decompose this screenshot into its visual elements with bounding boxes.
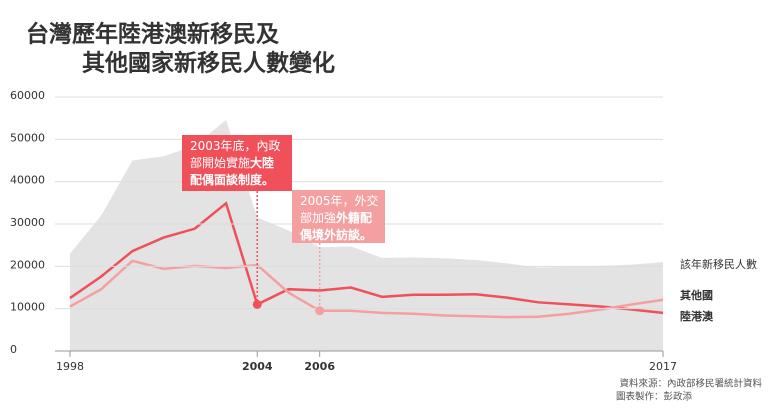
x-tick-label: 2004 <box>242 360 273 373</box>
annotation-segment: 部加強 <box>300 210 336 225</box>
chart-title: 台灣歷年陸港澳新移民及 <box>26 21 279 48</box>
x-tick-label: 2006 <box>304 360 335 373</box>
x-tick-label: 1998 <box>56 360 84 373</box>
annotation-text: 部加強外籍配 <box>300 210 372 225</box>
x-tick-label: 2017 <box>649 360 677 373</box>
annotation-text: 部開始實施大陸 <box>190 155 274 170</box>
annotation-segment: 2005年，外交 <box>300 193 379 208</box>
y-tick-label: 50000 <box>10 131 45 144</box>
y-tick-label: 0 <box>10 343 17 356</box>
y-tick-label: 10000 <box>10 301 45 314</box>
annotation-text: 2003年底，內政 <box>190 138 281 153</box>
legend-label: 該年新移民人數 <box>680 257 757 271</box>
annotation-text: 2005年，外交 <box>300 193 379 208</box>
line <box>69 259 664 319</box>
y-tick-label: 30000 <box>10 216 45 229</box>
source: 資料來源：內政部移民署統計資料 <box>619 378 762 390</box>
credit: 圖表製作：彭政添 <box>616 391 693 403</box>
annotation-box <box>182 135 292 191</box>
y-tick-label: 60000 <box>10 89 45 102</box>
y-tick-label: 40000 <box>10 174 45 187</box>
annotation-segment: 部開始實施 <box>190 155 250 170</box>
annotation-segment: 大陸 <box>250 155 274 170</box>
highlight-point <box>315 306 325 316</box>
annotation-box <box>292 190 385 243</box>
highlight-point <box>252 299 262 309</box>
line <box>69 201 664 315</box>
legend-label: 陸港澳 <box>680 309 714 323</box>
chart-subtitle: 其他國家新移民人數變化 <box>82 50 335 77</box>
annotation-segment: 外籍配 <box>336 210 372 225</box>
annotation-segment: 偶境外訪談。 <box>300 227 372 242</box>
legend-label: 其他國 <box>680 288 713 302</box>
annotation-text: 配偶面談制度。 <box>190 172 274 187</box>
annotation-segment: 配偶面談制度。 <box>190 172 274 187</box>
y-tick-label: 20000 <box>10 258 45 271</box>
annotation-segment: 2003年底，內政 <box>190 138 281 153</box>
annotation-text: 偶境外訪談。 <box>300 227 372 242</box>
